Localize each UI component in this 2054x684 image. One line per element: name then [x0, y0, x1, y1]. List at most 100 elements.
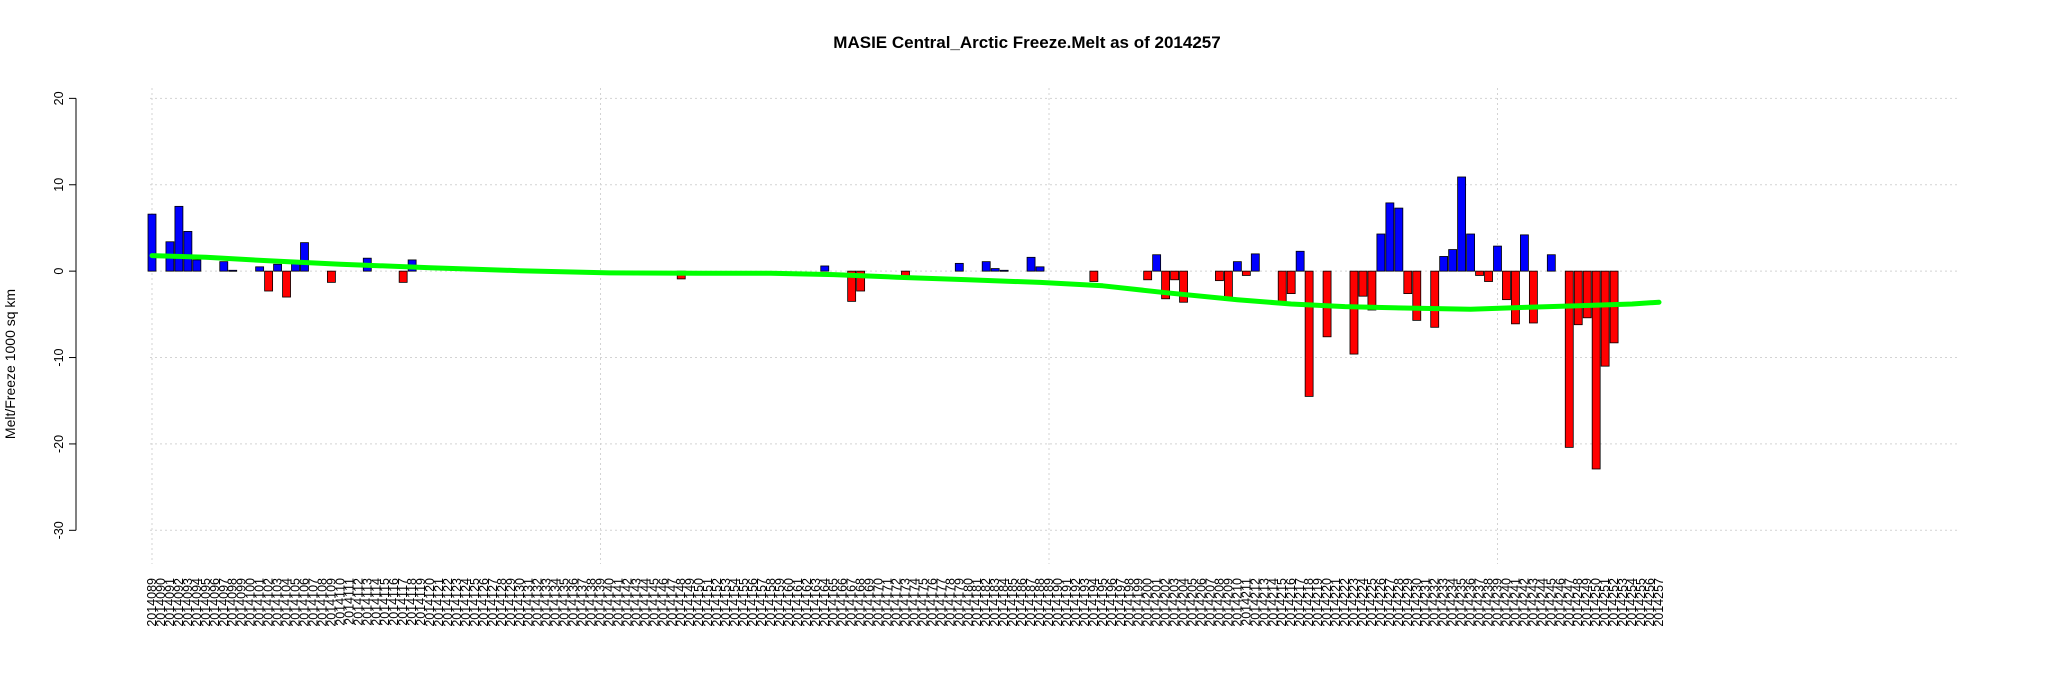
y-tick-label: 10: [52, 178, 66, 192]
bar: [1520, 234, 1529, 272]
bar: [1457, 176, 1467, 272]
y-tick-label: -30: [52, 521, 66, 539]
x-tick-label: 2014166: [836, 578, 850, 627]
bar: [1484, 270, 1493, 282]
x-tick-label: 2014174: [908, 578, 922, 627]
x-tick-label: 2014143: [629, 578, 643, 627]
x-tick-label: 2014091: [163, 578, 177, 627]
x-tick-label: 2014110: [333, 578, 347, 626]
x-tick-label: 2014251: [1598, 578, 1612, 627]
x-tick-label: 2014132: [531, 578, 545, 627]
bar: [1591, 270, 1601, 470]
bar: [300, 242, 309, 272]
bar: [1250, 253, 1260, 272]
x-tick-label: 2014236: [1464, 578, 1478, 627]
x-tick-label: 2014175: [916, 578, 930, 627]
bar: [1385, 202, 1395, 272]
bar: [264, 270, 274, 292]
x-tick-label: 2014105: [289, 578, 303, 627]
x-tick-label: 2014219: [1311, 578, 1325, 627]
x-tick-label: 2014130: [513, 578, 527, 627]
bar: [1277, 270, 1287, 306]
x-tick-label: 2014211: [1239, 578, 1253, 626]
x-tick-label: 2014103: [271, 578, 285, 627]
bar: [1152, 254, 1162, 272]
bar: [1493, 245, 1502, 272]
x-tick-label: 2014142: [620, 578, 634, 627]
x-tick-label: 2014247: [1562, 578, 1576, 627]
bar: [1502, 270, 1511, 301]
bar: [1448, 249, 1458, 272]
x-tick-label: 2014202: [1159, 578, 1173, 627]
x-tick-label: 2014252: [1607, 578, 1621, 627]
y-tick-label: -20: [52, 435, 66, 453]
x-tick-label: 2014218: [1302, 578, 1316, 627]
x-tick-label: 2014096: [208, 578, 222, 627]
x-tick-label: 2014156: [746, 578, 760, 627]
x-tick-label: 2014099: [235, 578, 249, 627]
bar: [1475, 270, 1484, 276]
x-tick-label: 2014213: [1257, 578, 1271, 627]
bar: [228, 269, 238, 272]
x-tick-label: 2014117: [396, 578, 410, 626]
x-tick-label: 2014208: [1212, 578, 1226, 627]
x-tick-label: 2014145: [647, 578, 661, 627]
x-tick-label: 2014200: [1141, 578, 1155, 627]
bar: [147, 213, 157, 272]
x-tick-label: 2014116: [387, 578, 401, 626]
x-tick-label: 2014144: [638, 578, 652, 627]
bar: [1528, 270, 1538, 324]
bar: [174, 205, 184, 272]
bar: [847, 270, 857, 302]
x-tick-label: 2014216: [1284, 578, 1298, 627]
x-tick-label: 2014196: [1105, 578, 1119, 627]
x-tick-label: 2014203: [1168, 578, 1182, 627]
x-tick-label: 2014170: [872, 578, 886, 627]
x-tick-label: 2014160: [782, 578, 796, 627]
x-tick-label: 2014237: [1473, 578, 1487, 627]
x-tick-label: 2014164: [818, 578, 832, 627]
bar: [282, 270, 291, 298]
bar: [856, 270, 866, 292]
x-axis: 2014089201409020140912014092201409320140…: [145, 578, 1666, 627]
x-tick-label: 2014239: [1491, 578, 1505, 627]
x-tick-label: 2014129: [504, 578, 518, 627]
x-tick-label: 2014162: [800, 578, 814, 627]
x-tick-label: 2014149: [683, 578, 697, 627]
x-tick-label: 2014243: [1526, 578, 1540, 627]
x-tick-label: 2014106: [298, 578, 312, 627]
x-tick-label: 2014138: [585, 578, 599, 627]
x-tick-label: 2014109: [324, 578, 338, 627]
bar: [1439, 256, 1449, 272]
bar: [1215, 270, 1224, 282]
x-tick-label: 2014163: [809, 578, 823, 627]
bar: [981, 261, 991, 272]
x-tick-label: 2014186: [1015, 578, 1029, 627]
x-tick-label: 2014131: [522, 578, 536, 627]
x-tick-label: 2014223: [1347, 578, 1361, 627]
bar: [1394, 207, 1404, 272]
x-tick-label: 2014177: [934, 578, 948, 627]
x-tick-label: 2014189: [1042, 578, 1056, 627]
x-tick-label: 2014157: [755, 578, 769, 627]
bar: [1035, 266, 1045, 272]
x-tick-label: 2014108: [315, 578, 329, 627]
bar: [1412, 270, 1422, 321]
x-tick-label: 2014121: [432, 578, 446, 627]
x-tick-label: 2014193: [1078, 578, 1092, 627]
x-tick-label: 2014125: [468, 578, 482, 627]
bar: [1430, 270, 1440, 328]
x-tick-label: 2014181: [970, 578, 984, 627]
bars: [147, 176, 1619, 470]
x-tick-label: 2014250: [1589, 578, 1603, 627]
x-tick-label: 2014165: [827, 578, 841, 627]
bar: [1232, 261, 1242, 272]
x-tick-label: 2014122: [441, 578, 455, 627]
x-tick-label: 2014232: [1428, 578, 1442, 627]
x-tick-label: 2014227: [1383, 578, 1397, 627]
bar: [1573, 270, 1583, 326]
x-tick-label: 2014229: [1401, 578, 1415, 627]
x-tick-label: 2014158: [764, 578, 778, 627]
x-tick-label: 2014234: [1446, 578, 1460, 627]
